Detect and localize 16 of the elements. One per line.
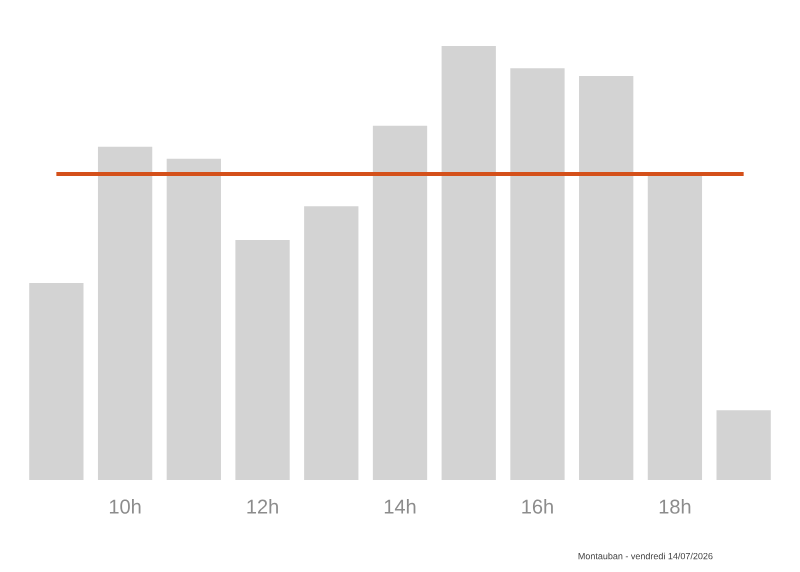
x-tick-label: 16h (522, 499, 553, 514)
bar (29, 282, 84, 480)
x-tick-label: 18h (659, 499, 691, 514)
bar (97, 146, 153, 480)
bar (647, 175, 703, 480)
bar (372, 125, 428, 480)
x-tick-label: 12h (247, 499, 278, 514)
bar (579, 75, 634, 480)
bar (304, 206, 359, 480)
bar (716, 410, 771, 480)
bar (235, 239, 290, 480)
bar (166, 158, 221, 480)
x-tick-label: 14h (384, 499, 416, 514)
x-tick-label: 10h (109, 499, 141, 514)
bar (510, 68, 565, 480)
bar (441, 45, 496, 480)
